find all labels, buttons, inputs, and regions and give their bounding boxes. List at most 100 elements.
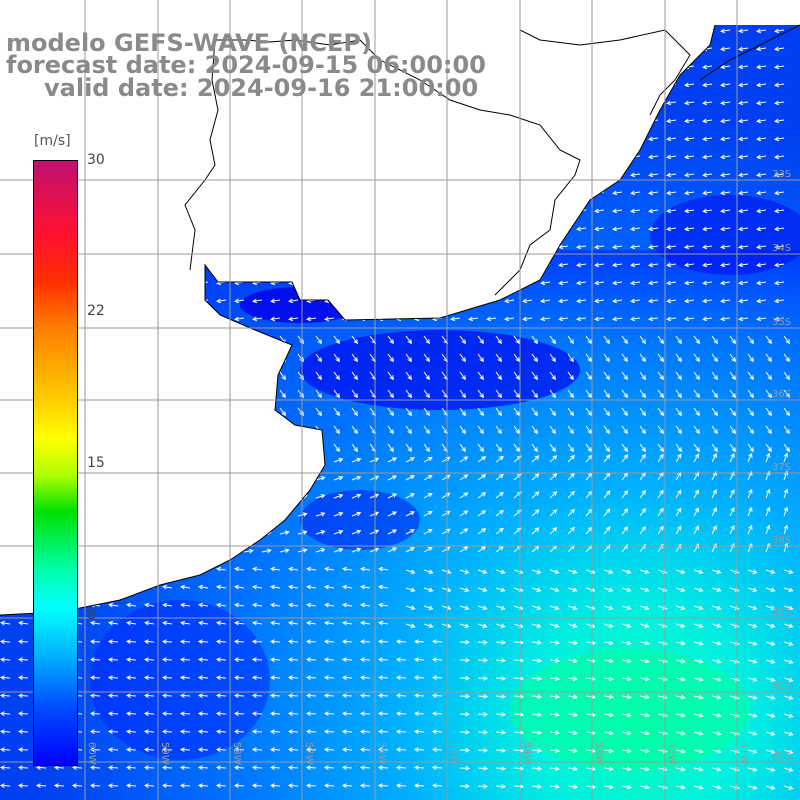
wind-arrow <box>477 528 487 535</box>
wind-arrow <box>675 676 686 682</box>
wind-arrow <box>324 316 335 322</box>
wind-arrow <box>702 244 713 250</box>
wind-arrow <box>783 695 794 700</box>
wind-arrow <box>179 747 191 753</box>
wind-arrow <box>675 605 686 610</box>
wind-arrow <box>359 783 371 789</box>
wind-arrow <box>459 492 469 499</box>
wind-arrow <box>144 620 155 626</box>
wind-arrow <box>765 371 772 381</box>
wind-arrow <box>621 623 632 628</box>
wind-arrow <box>738 28 749 34</box>
wind-arrow <box>180 584 191 590</box>
wind-arrow <box>693 335 700 345</box>
wind-arrow <box>459 335 466 345</box>
wind-arrow <box>179 729 191 735</box>
wind-arrow <box>288 620 299 626</box>
wind-arrow <box>675 407 682 417</box>
wind-arrow <box>495 658 507 663</box>
wind-arrow <box>603 526 611 535</box>
wind-arrow <box>531 605 542 610</box>
wind-arrow <box>756 208 767 214</box>
wind-arrow <box>413 729 425 735</box>
wind-arrow <box>378 602 389 608</box>
wind-arrow <box>351 389 358 399</box>
wind-arrow <box>197 747 209 753</box>
valid-date: valid date: 2024-09-16 21:00:00 <box>44 74 479 102</box>
longitude-labels: 60W 59W 58W 57W 56W 55W 54W 53W 52W 51W <box>86 742 749 765</box>
wind-arrow <box>639 525 646 535</box>
wind-arrow <box>351 457 362 463</box>
wind-arrow <box>53 765 65 771</box>
wind-arrow <box>125 657 137 663</box>
wind-arrow <box>675 658 686 664</box>
wind-arrow <box>323 765 335 771</box>
wind-arrow <box>657 371 664 381</box>
wind-arrow <box>774 46 785 52</box>
wind-arrow <box>747 425 754 435</box>
wind-arrow <box>477 605 488 610</box>
wind-arrow <box>459 389 466 399</box>
wind-arrow <box>495 748 507 753</box>
wind-arrow <box>567 748 578 754</box>
wind-arrow <box>585 371 592 381</box>
wind-arrow <box>323 693 335 699</box>
wind-arrow <box>252 566 263 572</box>
wind-arrow <box>765 731 776 736</box>
wind-arrow <box>783 488 789 499</box>
wind-arrow <box>738 190 749 196</box>
wind-arrow <box>215 711 227 717</box>
wind-arrow <box>720 64 731 70</box>
wind-arrow <box>423 546 433 553</box>
wind-arrow <box>738 46 749 52</box>
wind-arrow <box>711 731 722 736</box>
wind-arrow <box>89 657 101 663</box>
wind-arrow <box>711 677 722 682</box>
wind-arrow <box>269 693 281 699</box>
wind-arrow <box>395 657 407 663</box>
wind-arrow <box>287 657 299 663</box>
wind-arrow <box>459 587 470 592</box>
wind-arrow <box>17 783 29 789</box>
wind-arrow <box>341 765 353 771</box>
wind-arrow <box>783 524 789 535</box>
wind-arrow <box>783 371 790 381</box>
wind-arrow <box>567 605 578 610</box>
wind-arrow <box>738 208 749 214</box>
wind-arrow <box>603 389 610 399</box>
wind-arrow <box>720 208 731 214</box>
wind-arrow <box>603 640 614 646</box>
wind-arrow <box>305 675 317 681</box>
wind-arrow <box>305 729 317 735</box>
wind-arrow <box>603 587 614 592</box>
wind-arrow <box>648 316 659 322</box>
wind-arrow <box>495 676 507 681</box>
wind-arrow <box>648 262 659 268</box>
wind-arrow <box>531 623 542 628</box>
wind-arrow <box>287 693 299 699</box>
wind-arrow <box>756 100 767 106</box>
wind-arrow <box>729 407 736 417</box>
wind-arrow <box>323 675 335 681</box>
wind-arrow <box>621 353 628 363</box>
longitude-label: 51W <box>738 742 749 765</box>
wind-arrow <box>675 507 682 517</box>
wind-arrow <box>675 453 682 463</box>
wind-arrow <box>765 353 772 363</box>
wind-arrow <box>531 353 538 363</box>
wind-arrow <box>251 711 263 717</box>
wind-arrow <box>783 389 790 399</box>
wind-arrow <box>341 783 353 789</box>
wind-arrow <box>603 694 614 700</box>
wind-arrow <box>459 371 466 381</box>
wind-arrow <box>180 602 191 608</box>
wind-arrow <box>459 353 466 363</box>
wind-arrow <box>315 512 326 517</box>
wind-arrow <box>459 546 469 553</box>
wind-arrow <box>711 453 717 463</box>
wind-arrow <box>459 407 466 417</box>
wind-arrow <box>711 353 718 363</box>
wind-arrow <box>567 640 578 646</box>
wind-arrow <box>477 747 489 753</box>
wind-arrow <box>306 584 317 590</box>
